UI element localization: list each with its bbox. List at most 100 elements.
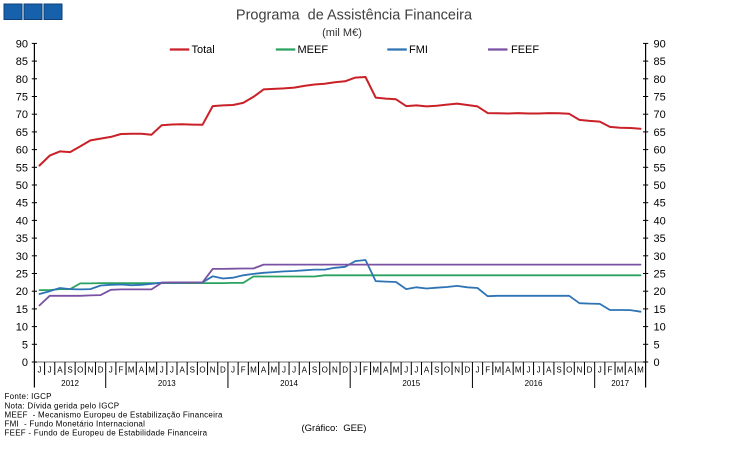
svg-text:O: O bbox=[444, 366, 450, 375]
svg-text:J: J bbox=[160, 366, 164, 375]
svg-text:J: J bbox=[404, 366, 408, 375]
svg-text:2015: 2015 bbox=[402, 379, 420, 388]
svg-text:35: 35 bbox=[654, 233, 666, 245]
svg-text:75: 75 bbox=[654, 92, 666, 104]
svg-text:M: M bbox=[515, 366, 522, 375]
svg-text:15: 15 bbox=[16, 304, 28, 316]
svg-text:M: M bbox=[128, 366, 135, 375]
svg-text:40: 40 bbox=[16, 215, 28, 227]
svg-text:J: J bbox=[476, 366, 480, 375]
svg-text:2013: 2013 bbox=[158, 379, 176, 388]
svg-text:40: 40 bbox=[654, 215, 666, 227]
svg-text:J: J bbox=[414, 366, 418, 375]
svg-text:M: M bbox=[393, 366, 400, 375]
svg-text:2017: 2017 bbox=[611, 379, 629, 388]
svg-text:MEEF - Mecanismo Europeu de E: MEEF - Mecanismo Europeu de Estabilizaçã… bbox=[5, 410, 224, 419]
svg-text:J: J bbox=[598, 366, 602, 375]
svg-text:80: 80 bbox=[654, 74, 666, 86]
svg-text:M: M bbox=[250, 366, 257, 375]
svg-text:F: F bbox=[241, 366, 246, 375]
svg-text:D: D bbox=[342, 366, 348, 375]
svg-text:30: 30 bbox=[654, 251, 666, 263]
svg-text:5: 5 bbox=[22, 339, 28, 351]
svg-text:5: 5 bbox=[654, 339, 660, 351]
svg-text:(mil M€): (mil M€) bbox=[322, 27, 362, 39]
svg-text:2012: 2012 bbox=[61, 379, 79, 388]
svg-text:J: J bbox=[48, 366, 52, 375]
svg-text:A: A bbox=[546, 366, 552, 375]
svg-text:N: N bbox=[88, 366, 94, 375]
svg-text:A: A bbox=[139, 366, 145, 375]
svg-text:FMI - Fundo Monetário Interna: FMI - Fundo Monetário Internacional bbox=[5, 420, 146, 429]
svg-text:(Gráfico: GEE): (Gráfico: GEE) bbox=[302, 423, 367, 434]
svg-text:N: N bbox=[454, 366, 460, 375]
svg-text:85: 85 bbox=[16, 56, 28, 68]
svg-text:N: N bbox=[576, 366, 582, 375]
svg-text:70: 70 bbox=[654, 109, 666, 121]
svg-text:A: A bbox=[383, 366, 389, 375]
svg-text:0: 0 bbox=[654, 357, 660, 369]
svg-text:S: S bbox=[312, 366, 317, 375]
svg-text:J: J bbox=[170, 366, 174, 375]
svg-text:J: J bbox=[231, 366, 235, 375]
svg-text:FEEF: FEEF bbox=[511, 44, 539, 56]
svg-text:15: 15 bbox=[654, 304, 666, 316]
svg-text:10: 10 bbox=[654, 322, 666, 334]
svg-text:Total: Total bbox=[192, 44, 215, 56]
svg-text:D: D bbox=[464, 366, 470, 375]
svg-text:J: J bbox=[353, 366, 357, 375]
svg-text:S: S bbox=[556, 366, 561, 375]
svg-text:M: M bbox=[617, 366, 624, 375]
svg-text:S: S bbox=[434, 366, 439, 375]
svg-text:75: 75 bbox=[16, 92, 28, 104]
svg-text:N: N bbox=[210, 366, 216, 375]
svg-text:Nota: Dívida gerida pelo IGCP: Nota: Dívida gerida pelo IGCP bbox=[5, 401, 120, 410]
svg-text:A: A bbox=[628, 366, 634, 375]
svg-text:M: M bbox=[495, 366, 502, 375]
svg-text:M: M bbox=[372, 366, 379, 375]
svg-text:D: D bbox=[98, 366, 104, 375]
svg-text:MEEF: MEEF bbox=[298, 44, 329, 56]
svg-text:FEEF - Fundo de Europeu de Est: FEEF - Fundo de Europeu de Estabilidade … bbox=[5, 429, 208, 438]
svg-text:65: 65 bbox=[654, 127, 666, 139]
svg-text:30: 30 bbox=[16, 251, 28, 263]
svg-text:J: J bbox=[282, 366, 286, 375]
svg-text:O: O bbox=[199, 366, 205, 375]
svg-text:60: 60 bbox=[654, 145, 666, 157]
svg-text:90: 90 bbox=[16, 38, 28, 50]
svg-text:0: 0 bbox=[22, 357, 28, 369]
svg-text:65: 65 bbox=[16, 127, 28, 139]
svg-text:55: 55 bbox=[16, 162, 28, 174]
svg-text:Programa de Assistência Finan: Programa de Assistência Financeira bbox=[236, 8, 473, 24]
svg-text:20: 20 bbox=[654, 286, 666, 298]
svg-text:Fonte: IGCP: Fonte: IGCP bbox=[5, 392, 52, 401]
svg-text:2014: 2014 bbox=[280, 379, 298, 388]
svg-text:F: F bbox=[485, 366, 490, 375]
svg-text:A: A bbox=[261, 366, 267, 375]
svg-text:F: F bbox=[608, 366, 613, 375]
svg-text:10: 10 bbox=[16, 322, 28, 334]
svg-text:45: 45 bbox=[16, 198, 28, 210]
svg-text:25: 25 bbox=[16, 269, 28, 281]
svg-text:S: S bbox=[190, 366, 195, 375]
svg-text:M: M bbox=[270, 366, 277, 375]
svg-text:S: S bbox=[67, 366, 72, 375]
svg-text:55: 55 bbox=[654, 162, 666, 174]
svg-text:90: 90 bbox=[654, 38, 666, 50]
svg-text:M: M bbox=[148, 366, 155, 375]
svg-text:J: J bbox=[292, 366, 296, 375]
svg-text:J: J bbox=[37, 366, 41, 375]
svg-text:N: N bbox=[332, 366, 338, 375]
svg-text:2016: 2016 bbox=[525, 379, 543, 388]
svg-text:FMI: FMI bbox=[409, 44, 428, 56]
svg-text:O: O bbox=[322, 366, 328, 375]
svg-text:45: 45 bbox=[654, 198, 666, 210]
svg-text:70: 70 bbox=[16, 109, 28, 121]
svg-text:85: 85 bbox=[654, 56, 666, 68]
svg-text:D: D bbox=[220, 366, 226, 375]
svg-text:A: A bbox=[57, 366, 63, 375]
svg-text:A: A bbox=[302, 366, 308, 375]
svg-text:O: O bbox=[77, 366, 83, 375]
svg-text:25: 25 bbox=[654, 269, 666, 281]
svg-text:D: D bbox=[587, 366, 593, 375]
